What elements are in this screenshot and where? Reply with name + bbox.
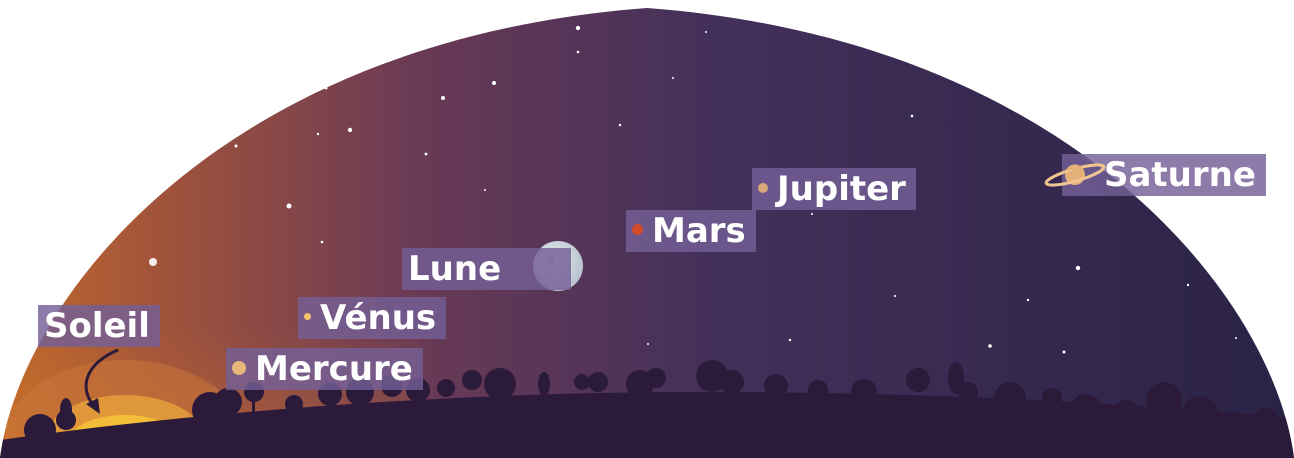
stars (149, 25, 1237, 354)
label-mercure: Mercure (226, 348, 423, 390)
label-mars: Mars (626, 210, 756, 252)
label-lune: Lune (402, 248, 572, 290)
label-venus: Vénus (298, 297, 447, 339)
planet-dot-icon (304, 313, 311, 320)
label-venus-text: Vénus (320, 298, 437, 338)
label-soleil-text: Soleil (44, 306, 150, 346)
ground-silhouette (0, 360, 1294, 458)
label-saturne: Saturne (1044, 154, 1266, 196)
label-mercure-text: Mercure (255, 349, 413, 389)
planet-dot-icon (232, 360, 246, 375)
label-mars-text: Mars (652, 211, 746, 251)
planet-dot-icon (758, 182, 768, 193)
label-soleil: Soleil (38, 305, 160, 347)
ringed-planet-icon (1044, 163, 1106, 187)
label-lune-text: Lune (408, 249, 502, 289)
label-saturne-text: Saturne (1104, 155, 1256, 195)
label-jupiter: Jupiter (752, 168, 916, 210)
label-jupiter-text: Jupiter (777, 169, 906, 209)
planet-dot-icon (632, 224, 643, 235)
